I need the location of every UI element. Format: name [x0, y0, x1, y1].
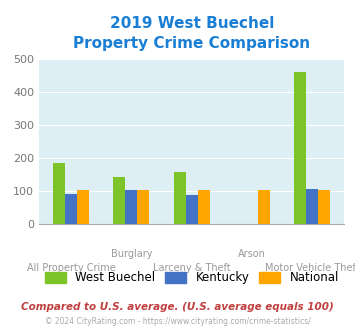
Text: Larceny & Theft: Larceny & Theft	[153, 263, 231, 273]
Bar	[174, 172, 186, 224]
Text: Motor Vehicle Theft: Motor Vehicle Theft	[265, 263, 355, 273]
Bar	[113, 177, 125, 224]
Bar	[198, 190, 210, 224]
Bar	[186, 195, 198, 224]
Bar	[65, 194, 77, 224]
Bar	[294, 72, 306, 224]
Text: All Property Crime: All Property Crime	[27, 263, 115, 273]
Bar	[306, 189, 318, 224]
Bar	[258, 190, 270, 224]
Title: 2019 West Buechel
Property Crime Comparison: 2019 West Buechel Property Crime Compari…	[73, 16, 310, 51]
Legend: West Buechel, Kentucky, National: West Buechel, Kentucky, National	[40, 267, 344, 289]
Text: © 2024 CityRating.com - https://www.cityrating.com/crime-statistics/: © 2024 CityRating.com - https://www.city…	[45, 317, 310, 326]
Bar	[53, 163, 65, 224]
Bar	[125, 190, 137, 224]
Text: Burglary: Burglary	[111, 249, 152, 259]
Bar	[137, 190, 149, 224]
Text: Compared to U.S. average. (U.S. average equals 100): Compared to U.S. average. (U.S. average …	[21, 302, 334, 312]
Bar	[77, 190, 89, 224]
Bar	[318, 190, 331, 224]
Text: Arson: Arson	[238, 249, 266, 259]
